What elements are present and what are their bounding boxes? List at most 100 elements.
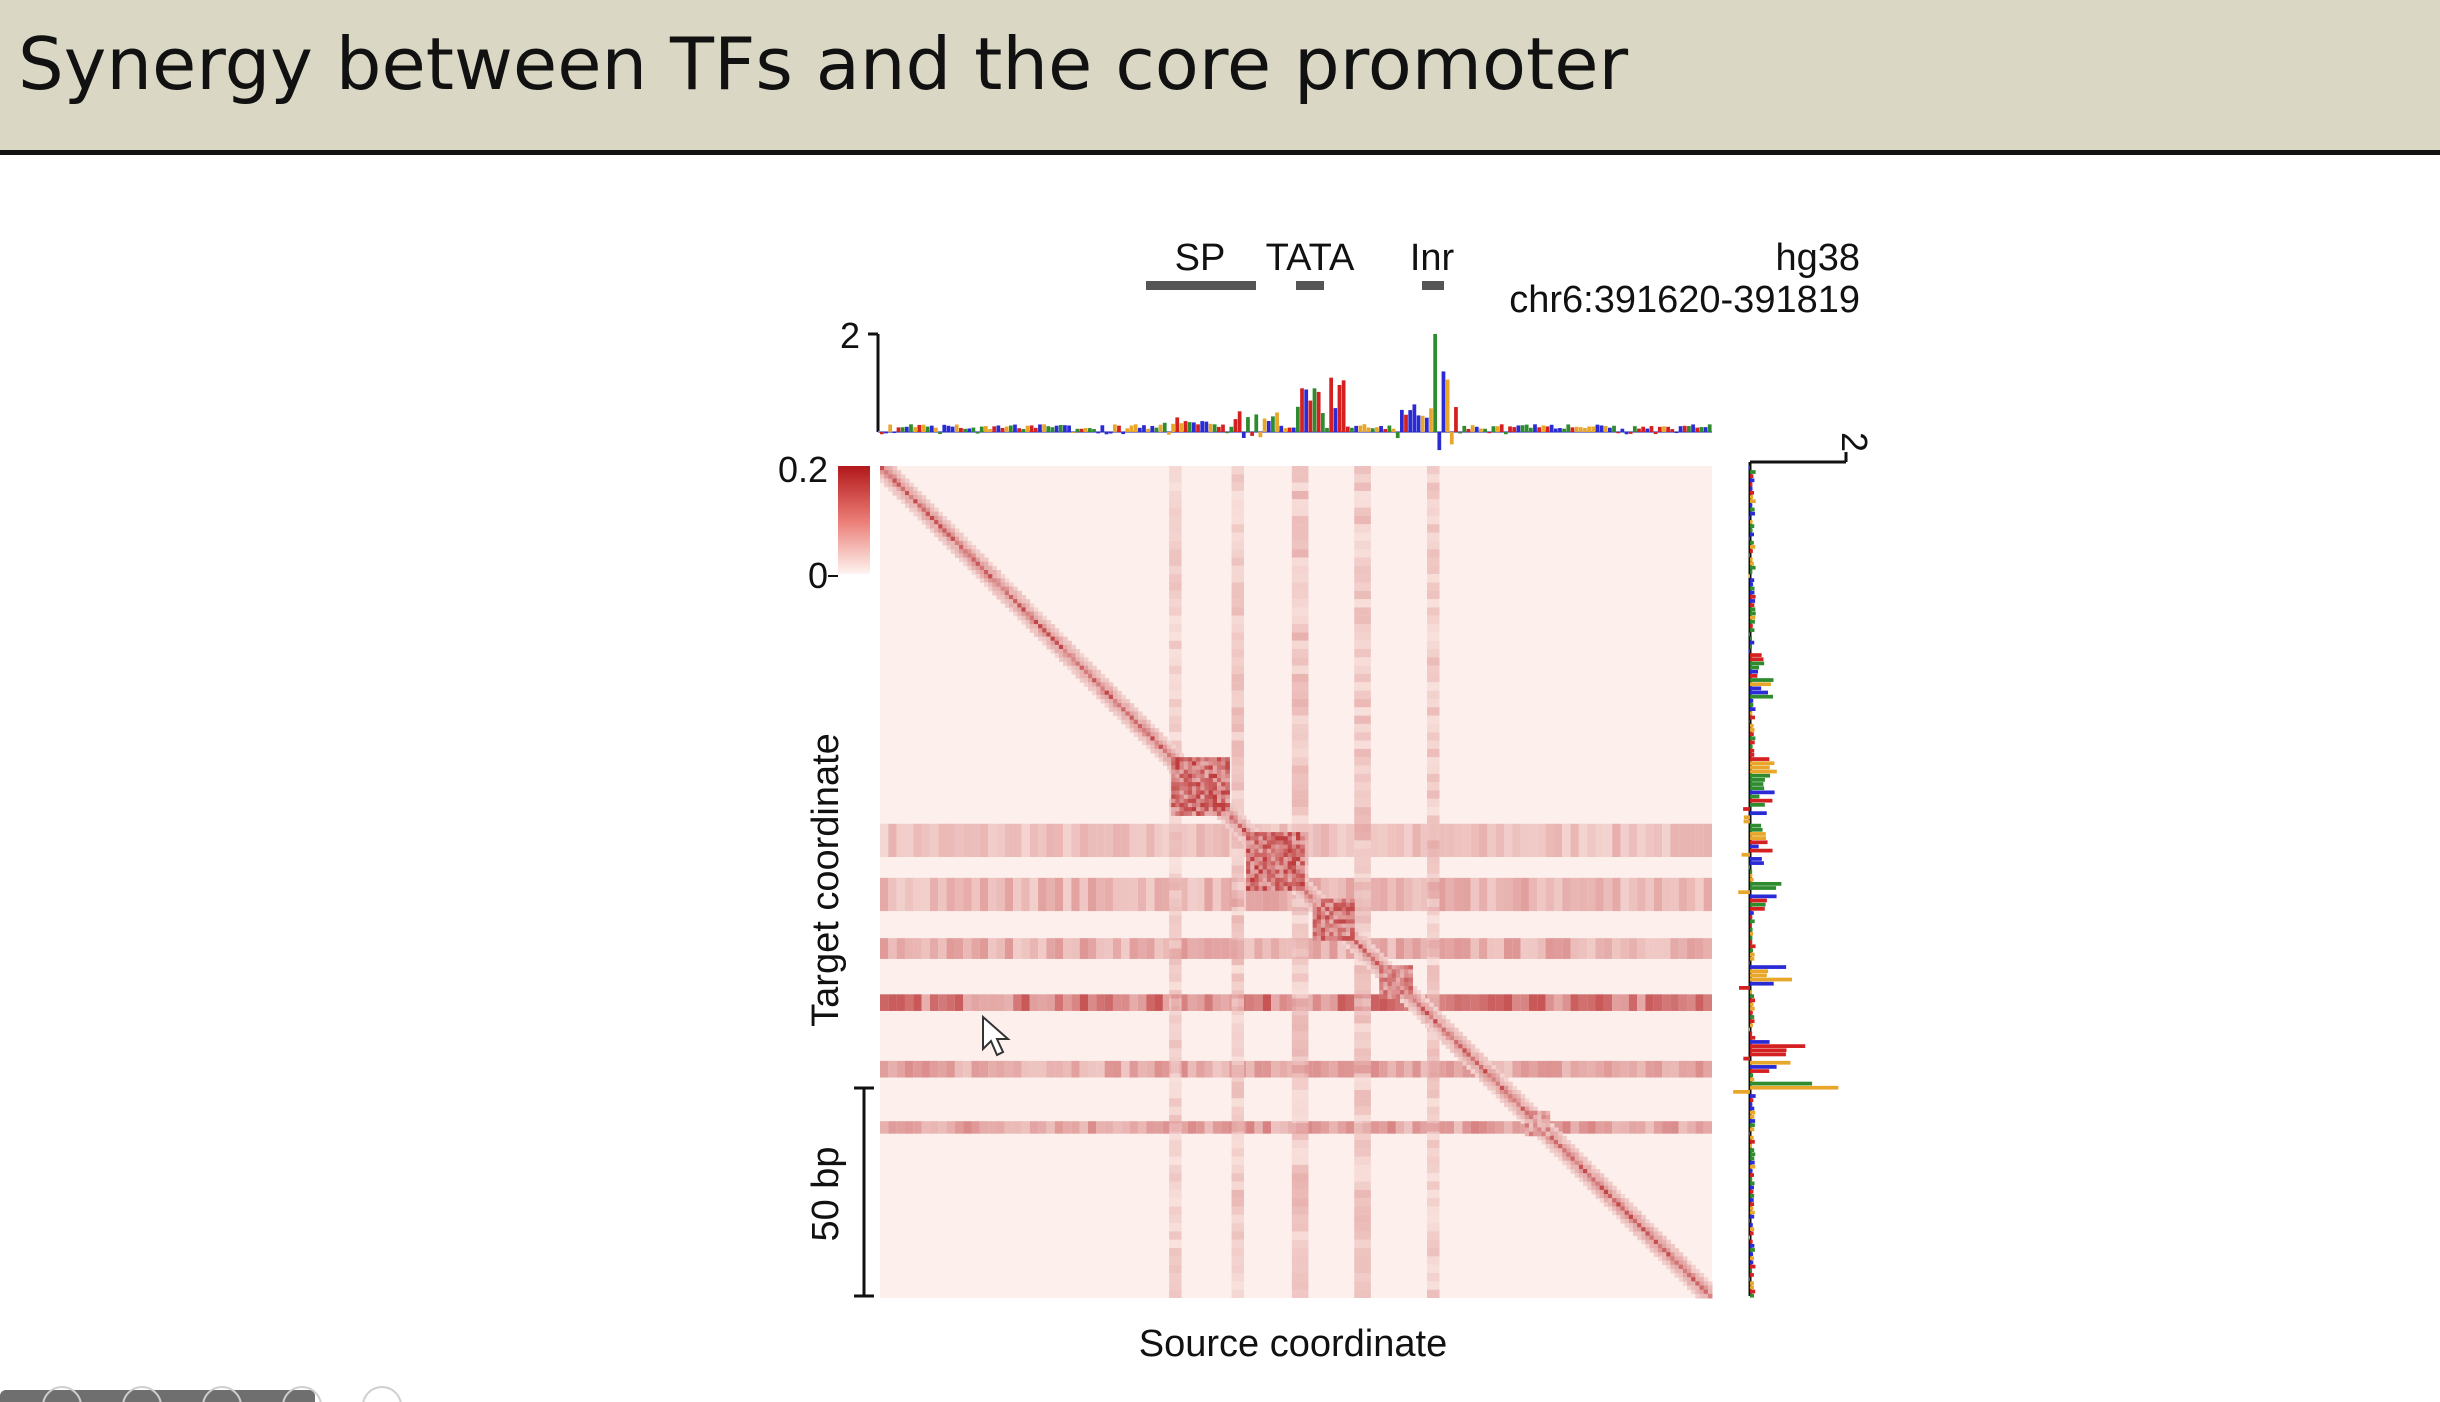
heatmap-cell <box>1578 1152 1584 1158</box>
heatmap-cell <box>1046 640 1052 646</box>
heatmap-cell <box>1291 1131 1309 1140</box>
heatmap-cell <box>1608 1194 1613 1199</box>
heatmap-cell <box>1404 965 1409 970</box>
heatmap-cell <box>1008 607 1014 613</box>
heatmap-cell <box>1366 948 1372 954</box>
heatmap-cell <box>1354 1048 1371 1057</box>
heatmap-cell <box>1046 1121 1055 1134</box>
heatmap-cell <box>1088 669 1093 675</box>
heatmap-cell <box>1678 1264 1684 1270</box>
heatmap-cell <box>1632 1210 1638 1216</box>
track-bar <box>1750 902 1766 907</box>
heatmap-cell <box>1354 1173 1371 1182</box>
track-bar <box>1004 426 1009 432</box>
heatmap-cell <box>1370 877 1380 912</box>
heatmap-cell <box>971 994 980 1011</box>
heatmap-cell <box>1595 1169 1601 1174</box>
heatmap-cell <box>1169 906 1182 916</box>
heatmap-cell <box>1454 1060 1463 1078</box>
heatmap-cell <box>1212 994 1222 1011</box>
heatmap-cell <box>1004 578 1010 583</box>
heatmap-cell <box>950 549 956 554</box>
heatmap-cell <box>1354 865 1371 874</box>
track-bar <box>1200 421 1205 432</box>
heatmap-cell <box>1262 886 1268 891</box>
track-bar <box>1549 424 1554 432</box>
heatmap-cell <box>1175 811 1181 816</box>
heatmap-cell <box>1408 986 1413 991</box>
heatmap-cell <box>1545 1131 1551 1137</box>
heatmap-cell <box>1662 1121 1671 1134</box>
heatmap-cell <box>1487 1077 1493 1083</box>
heatmap-cell <box>959 557 964 563</box>
track-bar <box>1750 590 1755 595</box>
track-bar <box>1187 422 1192 432</box>
heatmap-cell <box>1121 715 1126 721</box>
heatmap-cell <box>1229 815 1235 821</box>
heatmap-cell <box>1427 624 1440 633</box>
heatmap-cell <box>1142 715 1147 721</box>
heatmap-cell <box>950 532 956 538</box>
heatmap-cell <box>1391 973 1397 979</box>
heatmap-cell <box>1054 632 1060 638</box>
heatmap-cell <box>1427 882 1440 891</box>
heatmap-cell <box>1150 748 1156 754</box>
heatmap-cell <box>1088 877 1097 912</box>
heatmap-cell <box>1329 902 1334 908</box>
heatmap-cell <box>1146 728 1151 733</box>
heatmap-cell <box>888 470 893 475</box>
heatmap-cell <box>996 823 1005 858</box>
heatmap-cell <box>1187 802 1193 808</box>
heatmap-cell <box>1291 848 1297 854</box>
heatmap-cell <box>1441 1019 1447 1024</box>
heatmap-cell <box>1200 778 1205 783</box>
track-bar <box>1750 1198 1754 1202</box>
heatmap-cell <box>1154 938 1163 959</box>
heatmap-cell <box>1345 1060 1355 1078</box>
motif-label-inr: Inr <box>1410 237 1455 279</box>
heatmap-cell <box>1250 844 1255 850</box>
heatmap-cell <box>1291 915 1309 924</box>
heatmap-cell <box>950 528 956 534</box>
heatmap-cell <box>1308 890 1314 895</box>
heatmap-cell <box>1162 757 1168 762</box>
track-bar <box>1750 798 1773 803</box>
heatmap-cell <box>1516 1094 1522 1099</box>
heatmap-cell <box>1246 827 1251 833</box>
heatmap-cell <box>1169 657 1182 666</box>
heatmap-cell <box>1437 1023 1443 1029</box>
track-bar <box>1750 956 1755 961</box>
heatmap-cell <box>1354 740 1371 749</box>
heatmap-cell <box>1231 557 1244 566</box>
heatmap-cell <box>1063 640 1068 646</box>
heatmap-cell <box>1046 994 1055 1011</box>
heatmap-cell <box>1208 765 1214 771</box>
heatmap-cell <box>1262 836 1268 841</box>
heatmap-cell <box>1454 1035 1459 1041</box>
heatmap-cell <box>1495 994 1504 1011</box>
heatmap-cell <box>1183 811 1189 816</box>
heatmap-cell <box>1354 965 1371 974</box>
heatmap-cell <box>1169 607 1182 616</box>
heatmap-cell <box>1553 823 1563 858</box>
heatmap-cell <box>917 490 923 496</box>
heatmap-cell <box>1524 1102 1530 1108</box>
heatmap-cell <box>1383 990 1389 995</box>
heatmap-cell <box>1520 1110 1526 1116</box>
heatmap-cell <box>1395 981 1401 987</box>
heatmap-cell <box>1283 873 1289 879</box>
heatmap-cell <box>1196 802 1201 808</box>
heatmap-cell <box>1304 882 1309 887</box>
heatmap-cell <box>1487 938 1496 959</box>
heatmap-cell <box>1169 1198 1182 1207</box>
heatmap-cell <box>1279 882 1285 887</box>
heatmap-cell <box>904 1121 914 1134</box>
heatmap-cell <box>900 482 906 488</box>
heatmap-cell <box>1329 823 1338 858</box>
heatmap-cell <box>1354 615 1371 625</box>
track-bar <box>1345 426 1350 432</box>
heatmap-cell <box>1641 1214 1646 1220</box>
heatmap-cell <box>1416 998 1422 1004</box>
track-bar <box>1750 657 1764 662</box>
heatmap-cell <box>1231 640 1244 650</box>
